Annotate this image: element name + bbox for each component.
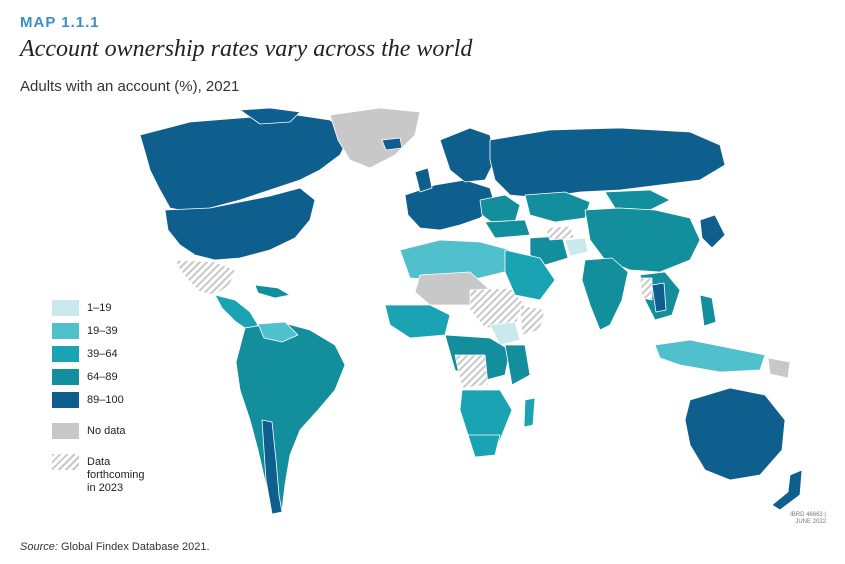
region-west-africa: [384, 304, 451, 339]
region-thailand: [651, 282, 667, 313]
region-usa: [164, 187, 316, 261]
region-chile: [261, 419, 283, 515]
region-alaska-arctic: [239, 107, 301, 125]
region-horn-africa-nodata: [519, 304, 546, 336]
region-venezuela: [257, 321, 299, 343]
region-caribbean: [254, 284, 291, 299]
region-philippines: [699, 294, 717, 327]
region-korea-japan: [699, 214, 726, 249]
legend-label: No data: [87, 425, 126, 437]
region-south-america: [235, 321, 346, 513]
map-legend: 1–19 19–39 39–64 64–89 89–100 No data Da…: [52, 300, 162, 495]
legend-item: 19–39: [52, 323, 162, 346]
legend-label: 89–100: [87, 394, 124, 406]
ibrd-line-2: JUNE 2022: [795, 519, 826, 525]
source-note: Source: Global Findex Database 2021.: [20, 541, 210, 553]
map-title: Account ownership rates vary across the …: [20, 36, 473, 62]
region-myanmar-nodata: [639, 277, 653, 301]
region-kazakhstan: [524, 191, 591, 223]
region-canada: [139, 113, 351, 213]
region-central-america: [214, 294, 259, 331]
legend-swatch: [52, 369, 79, 385]
region-scandinavia: [439, 127, 496, 183]
region-uk: [414, 167, 433, 193]
legend-swatch: [52, 323, 79, 339]
region-south-africa: [467, 434, 501, 458]
region-ethiopia: [489, 321, 521, 346]
legend-label: 1–19: [87, 302, 112, 314]
region-china: [584, 207, 701, 273]
region-greenland: [329, 107, 421, 169]
region-mongolia: [604, 189, 671, 211]
legend-swatch: [52, 423, 79, 439]
region-europe-west: [404, 179, 496, 231]
legend-label: Data forthcoming in 2023: [87, 456, 145, 494]
legend-item: 89–100: [52, 392, 162, 415]
region-australia: [684, 387, 786, 481]
source-text: Global Findex Database 2021.: [60, 541, 210, 553]
region-iceland: [381, 137, 403, 151]
region-drc-nodata: [454, 354, 489, 389]
legend-swatch: [52, 392, 79, 408]
legend-label: 64–89: [87, 371, 118, 383]
ibrd-code: IBRD 46663 | JUNE 2022: [768, 512, 826, 526]
region-middle-east-nodata: [544, 225, 576, 241]
region-madagascar: [523, 397, 536, 428]
map-subtitle: Adults with an account (%), 2021: [20, 78, 240, 95]
legend-label: 19–39: [87, 325, 118, 337]
legend-label: 39–64: [87, 348, 118, 360]
source-prefix: Source:: [20, 541, 58, 553]
legend-swatch: [52, 454, 79, 470]
region-turkey: [484, 219, 531, 239]
region-russia: [489, 127, 726, 199]
region-saudi-arabia: [504, 249, 556, 301]
legend-item: 39–64: [52, 346, 162, 369]
legend-swatch: [52, 346, 79, 362]
region-east-africa: [504, 344, 531, 386]
map-label: MAP 1.1.1: [20, 14, 100, 31]
legend-swatch: [52, 300, 79, 316]
region-indonesia: [654, 339, 766, 373]
legend-item: 64–89: [52, 369, 162, 392]
region-india: [581, 257, 629, 331]
ibrd-line-1: IBRD 46663 |: [790, 512, 826, 518]
region-new-zealand: [771, 469, 803, 511]
legend-item: No data: [52, 423, 162, 446]
legend-item: Data forthcoming in 2023: [52, 454, 162, 495]
region-png: [767, 357, 791, 379]
legend-item: 1–19: [52, 300, 162, 323]
region-mexico: [174, 259, 236, 296]
region-afghanistan: [564, 237, 589, 257]
world-map: [0, 100, 845, 540]
